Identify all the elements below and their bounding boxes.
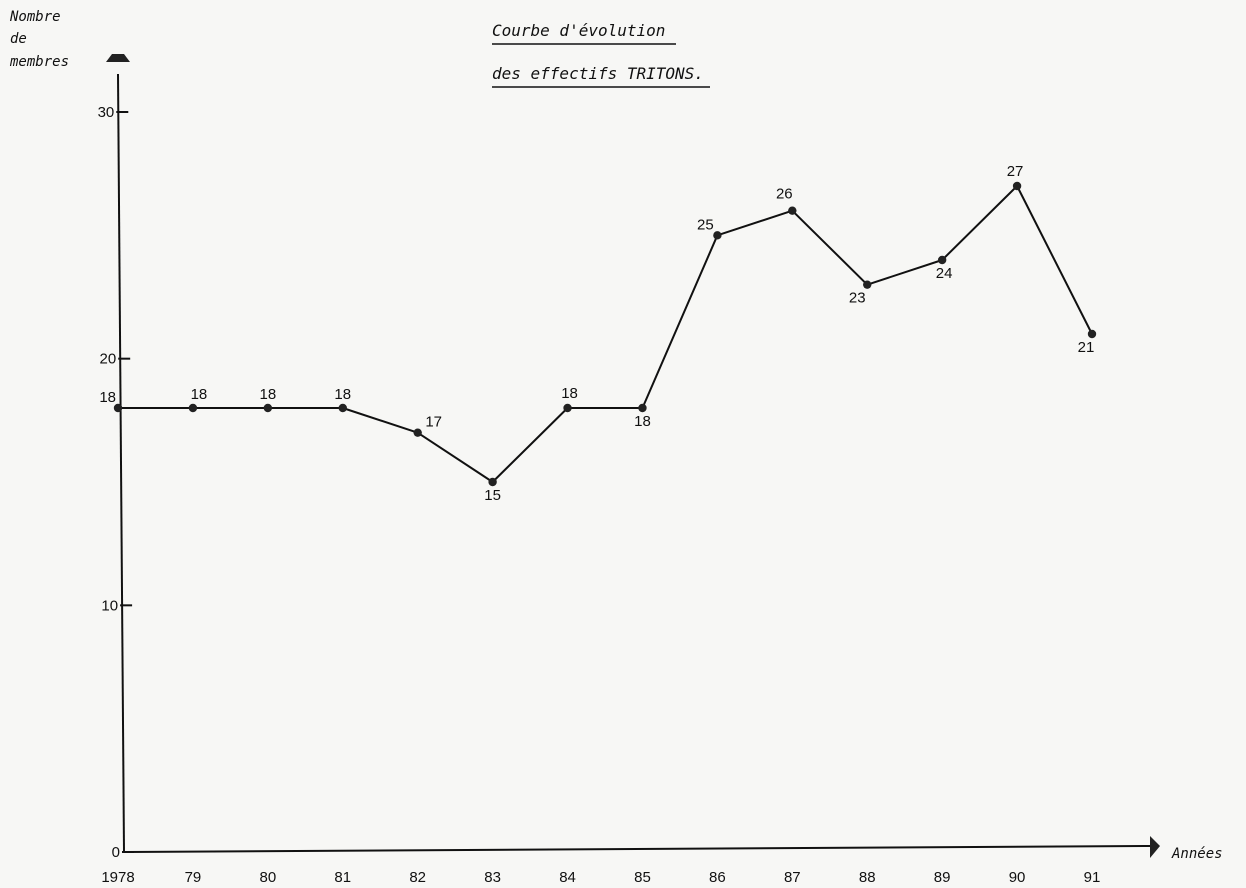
y-axis-title: Nombre de membres	[9, 9, 69, 70]
y-tick-label: 30	[98, 104, 115, 121]
data-point	[937, 255, 947, 265]
chart-title-line-1: Courbe d'évolution	[492, 21, 665, 40]
data-labels-layer: 18 18 18 18 17 15 18 18 25 26 23 24 27 21	[99, 163, 1094, 504]
chart-axes	[106, 54, 1160, 858]
x-axis-ticks: 1978 79 80 81 82 83 84 85 86 87 88 89 90 91	[101, 869, 1100, 886]
x-tick-label: 81	[334, 869, 351, 886]
x-tick-label: 83	[484, 869, 501, 886]
data-point	[488, 477, 497, 487]
y-axis-line	[117, 73, 125, 853]
data-label: 23	[849, 290, 866, 307]
data-label: 18	[260, 386, 277, 403]
y-tick-label: 20	[100, 351, 117, 368]
data-point	[338, 403, 347, 413]
series-line	[118, 185, 1093, 483]
x-tick-label: 80	[260, 869, 277, 886]
y-axis-title-line-2: de	[10, 31, 27, 47]
data-label: 24	[936, 265, 953, 282]
y-axis-title-line-3: membres	[9, 54, 69, 70]
data-label: 21	[1078, 339, 1095, 356]
data-label: 18	[334, 386, 351, 403]
data-point	[713, 231, 722, 240]
x-tick-label: 86	[709, 869, 726, 886]
data-label: 27	[1007, 163, 1024, 180]
chart-title-line-2: des effectifs TRITONS.	[492, 64, 704, 83]
data-point	[788, 206, 797, 215]
x-axis-arrow	[1150, 836, 1160, 858]
data-point	[413, 428, 422, 437]
data-point	[863, 280, 872, 289]
data-point	[563, 403, 572, 413]
data-point	[638, 403, 647, 413]
data-label: 18	[634, 413, 651, 430]
data-label: 18	[191, 386, 208, 403]
data-point	[263, 403, 273, 413]
x-tick-label: 79	[185, 869, 202, 886]
data-point	[1087, 329, 1097, 339]
x-tick-label: 89	[934, 869, 951, 886]
y-axis-ticks: 0 10 20 30	[98, 104, 134, 861]
data-point	[113, 403, 123, 413]
x-axis-line	[123, 845, 1151, 853]
chart-title: Courbe d'évolution des effectifs TRITONS…	[492, 21, 710, 88]
x-tick-label: 82	[409, 869, 426, 886]
x-tick-label: 87	[784, 869, 801, 886]
x-tick-label: 1978	[101, 869, 134, 886]
data-label: 18	[561, 385, 578, 402]
data-point	[1012, 181, 1022, 191]
y-axis-arrow	[106, 54, 130, 62]
x-tick-label: 90	[1009, 869, 1026, 886]
x-tick-label: 91	[1084, 869, 1101, 886]
y-tick-label: 10	[101, 597, 118, 614]
data-label: 26	[776, 186, 793, 203]
x-tick-label: 84	[559, 869, 576, 886]
x-tick-label: 88	[859, 869, 876, 886]
y-axis-title-line-1: Nombre	[9, 9, 61, 25]
x-tick-label: 85	[634, 869, 651, 886]
data-label: 15	[484, 487, 501, 504]
data-label: 18	[99, 389, 116, 406]
data-point	[188, 403, 198, 413]
data-label: 17	[425, 414, 442, 431]
series-layer	[113, 181, 1097, 487]
x-axis-title: Années	[1171, 846, 1223, 862]
data-label: 25	[697, 216, 714, 233]
y-tick-label: 0	[112, 844, 120, 861]
